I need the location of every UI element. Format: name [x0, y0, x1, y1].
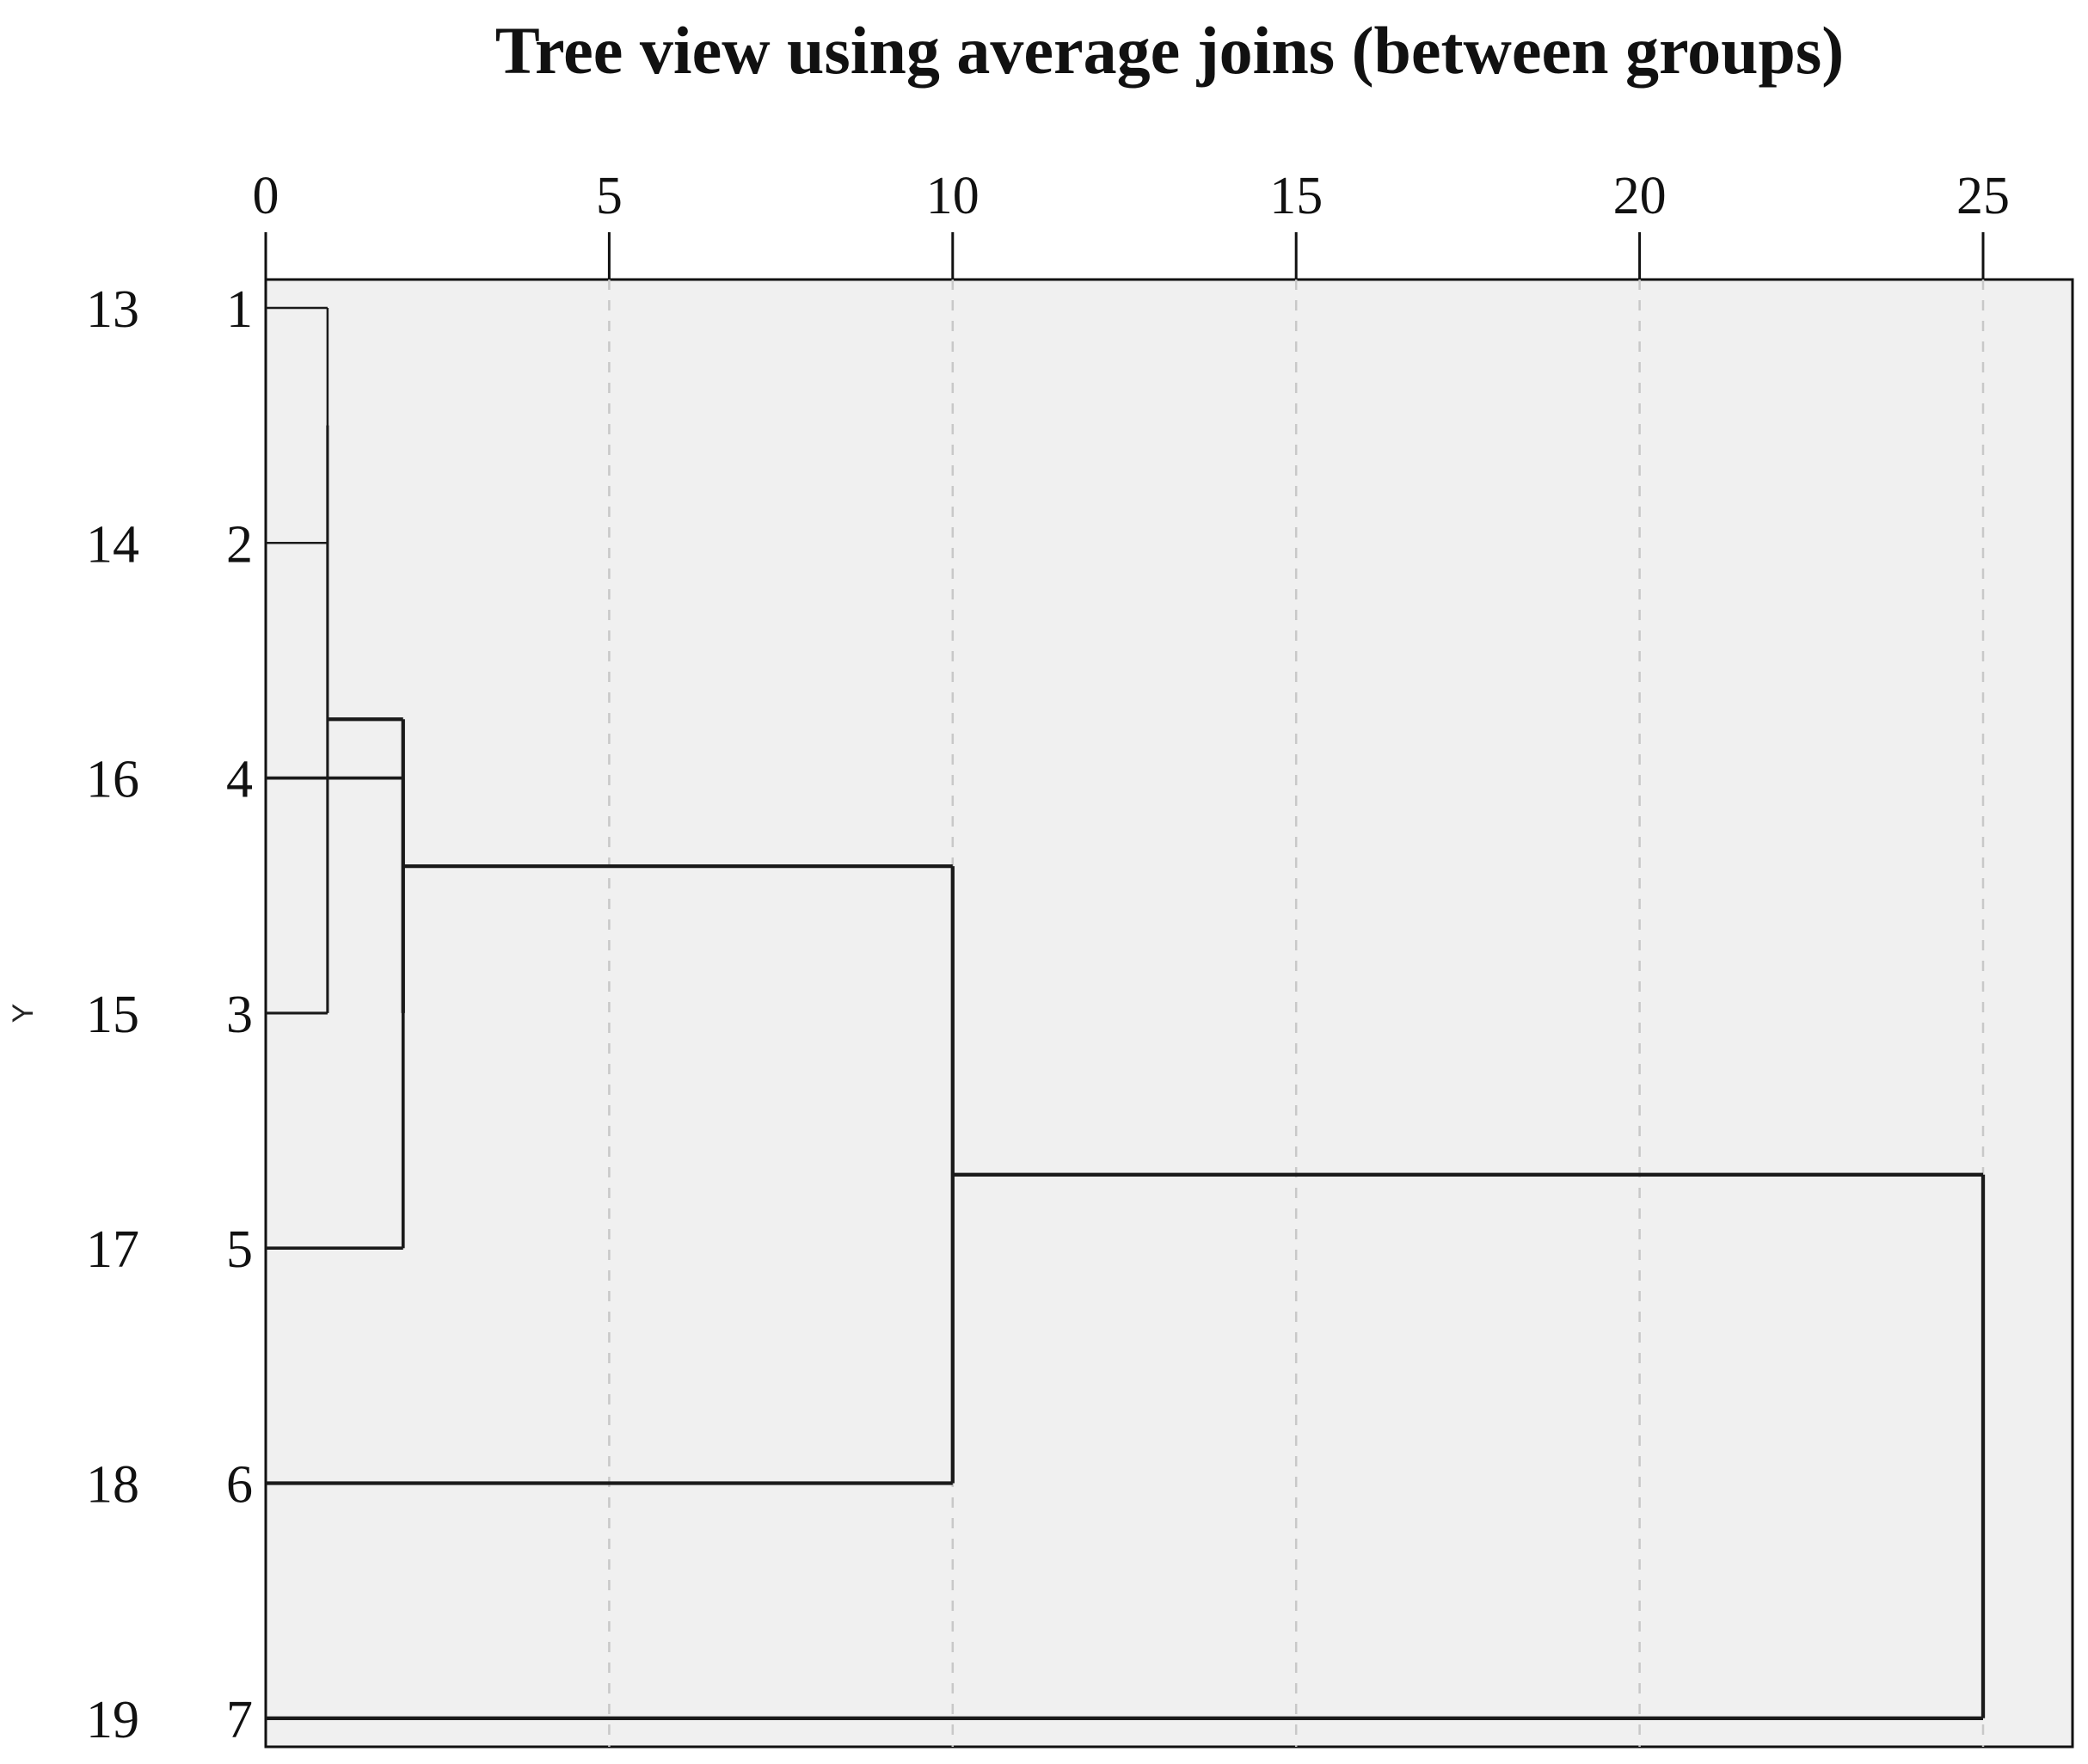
dendrogram-links	[266, 306, 1986, 1720]
leaf-label: 5	[226, 1220, 253, 1279]
case-label: 18	[86, 1456, 139, 1515]
y-axis-label: Y	[7, 1004, 40, 1023]
x-tick-label-5: 5	[596, 167, 623, 225]
case-label: 15	[86, 986, 139, 1044]
x-tick-label-10: 10	[926, 167, 980, 225]
chart-title: Tree view using average joins (between g…	[495, 13, 1845, 88]
x-tick-label-20: 20	[1613, 167, 1667, 225]
case-label: 19	[86, 1691, 139, 1749]
case-label: 16	[86, 751, 139, 809]
leaf-label: 3	[226, 986, 253, 1044]
x-axis-ticks: 0 5 10 15 20 25	[253, 167, 2010, 280]
plot-area	[264, 278, 2074, 1749]
x-tick-label-15: 15	[1269, 167, 1323, 225]
case-label: 17	[86, 1220, 139, 1279]
leaf-labels: 1 2 4 3 5 6 7	[226, 280, 253, 1749]
case-label: 14	[86, 515, 139, 574]
case-label: 13	[86, 280, 139, 339]
leaf-label: 2	[226, 515, 253, 574]
merge-link-5	[266, 1172, 1986, 1720]
x-tick-label-0: 0	[253, 167, 279, 225]
leaf-label: 4	[226, 751, 253, 809]
case-labels: 13 14 16 15 17 18 19	[86, 280, 139, 1749]
leaf-label: 6	[226, 1456, 253, 1515]
leaf-label: 1	[226, 280, 253, 339]
leaf-label: 7	[226, 1691, 253, 1749]
x-tick-label-25: 25	[1956, 167, 2010, 225]
